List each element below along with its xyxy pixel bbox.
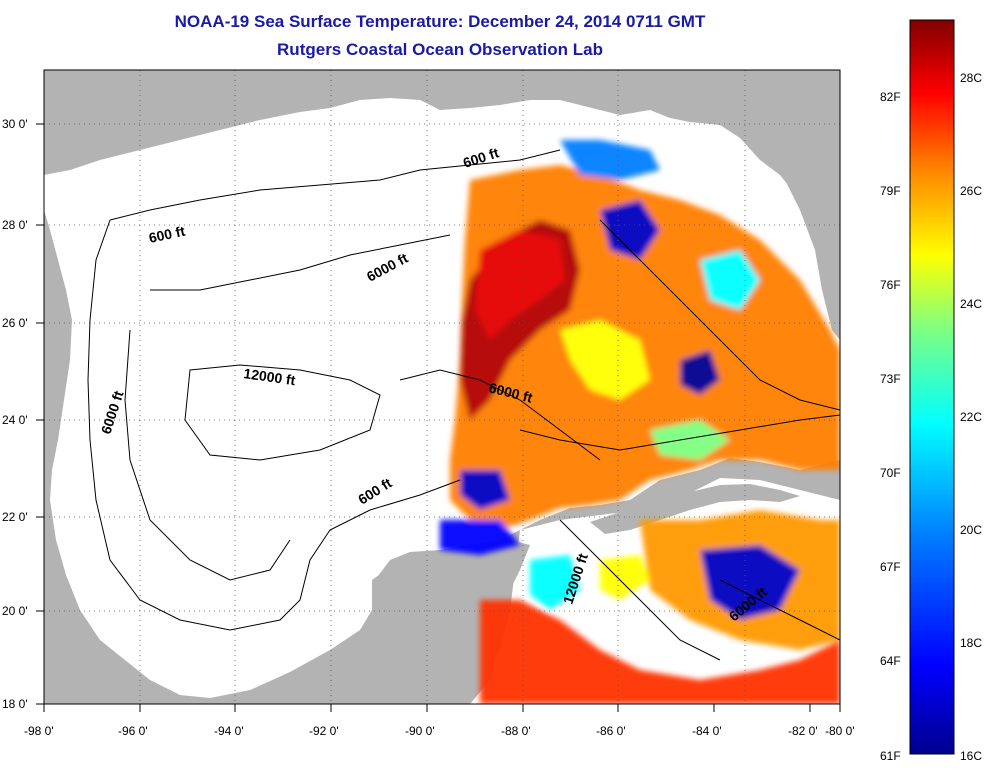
lat-label: 28 0' [2, 218, 28, 232]
lon-label: -98 0' [24, 724, 54, 738]
colorbar-f-label: 67F [880, 560, 901, 574]
contour-label-12000: 12000 ft [243, 365, 297, 388]
lon-label: -96 0' [118, 724, 148, 738]
sst-data-overlay [440, 140, 840, 704]
colorbar-c-label: 24C [960, 297, 982, 311]
lat-label: 18 0' [2, 697, 28, 711]
lat-label: 26 0' [2, 316, 28, 330]
colorbar-f-label: 76F [880, 278, 901, 292]
lon-label: -92 0' [309, 724, 339, 738]
lat-label: 24 0' [2, 413, 28, 427]
plot-frame [43, 69, 841, 705]
colorbar-c-label: 22C [960, 410, 982, 424]
colorbar-c-label: 20C [960, 523, 982, 537]
lon-label: -90 0' [405, 724, 435, 738]
colorbar [909, 19, 955, 755]
lat-label: 22 0' [2, 510, 28, 524]
map-grid [44, 70, 840, 704]
bathymetry-contours [87, 149, 840, 661]
colorbar-c-label: 18C [960, 636, 982, 650]
lon-label: -80 0' [825, 724, 855, 738]
colorbar-f-label: 70F [880, 466, 901, 480]
lon-label: -88 0' [501, 724, 531, 738]
florida-land [760, 70, 840, 340]
map-subtitle: Rutgers Coastal Ocean Observation Lab [277, 40, 603, 59]
lat-label: 20 0' [2, 604, 28, 618]
lon-label: -94 0' [214, 724, 244, 738]
lat-label: 30 0' [2, 117, 28, 131]
colorbar-c-label: 28C [960, 71, 982, 85]
tick-marks [36, 123, 841, 712]
colorbar-f-label: 79F [880, 184, 901, 198]
lon-label: -82 0' [788, 724, 818, 738]
colorbar-f-label: 61F [880, 749, 901, 763]
lon-label: -84 0' [692, 724, 722, 738]
colorbar-c-label: 16C [960, 749, 982, 763]
lon-label: -86 0' [596, 724, 626, 738]
colorbar-f-label: 64F [880, 654, 901, 668]
colorbar-c-label: 26C [960, 184, 982, 198]
colorbar-f-label: 73F [880, 372, 901, 386]
contour-label-600-west: 600 ft [147, 223, 186, 246]
colorbar-f-label: 82F [880, 90, 901, 104]
map-title: NOAA-19 Sea Surface Temperature: Decembe… [174, 12, 706, 31]
